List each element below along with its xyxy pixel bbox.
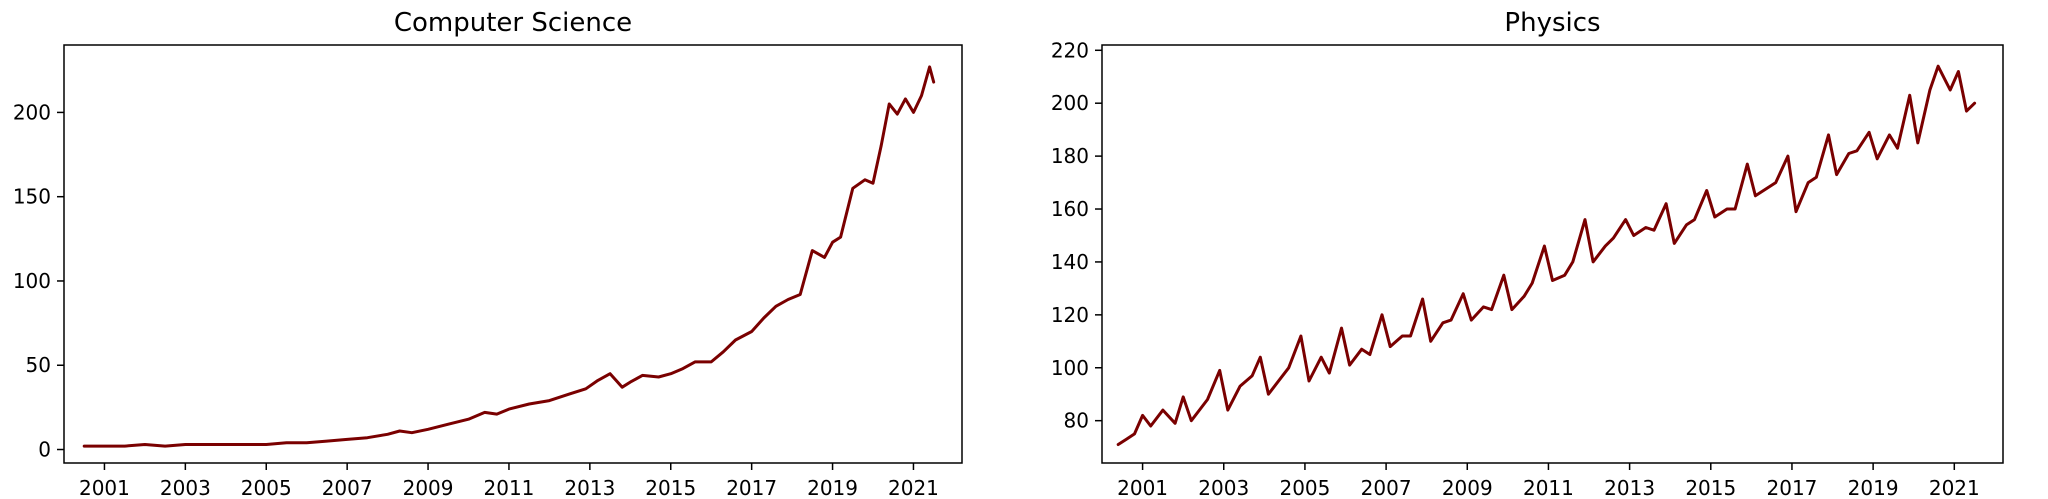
y-tick-label: 80 [1064,409,1089,433]
y-tick-label: 150 [13,185,51,209]
chart-panel-physics: Physics 2001 2003 2005 2007 2009 2011 2013 2015… [1051,8,2004,499]
x-tick-label: 2021 [888,476,939,499]
y-tick-label: 50 [26,353,51,377]
x-tick-label: 2009 [403,476,454,499]
y-tick-label: 100 [13,269,51,293]
series-line [82,65,936,448]
x-tick-label: 2019 [807,476,858,499]
chart-panel-computer-science: Computer Science 2001 2003 2005 2007 2009 201… [13,8,963,499]
x-tick-label: 2001 [79,476,130,499]
x-tick-label: 2007 [322,476,373,499]
x-tick-label: 2017 [726,476,777,499]
x-tick-label: 2009 [1442,476,1493,499]
series-line [1116,64,1977,446]
chart-title: Computer Science [394,8,632,38]
y-tick-label: 160 [1051,197,1089,221]
x-tick-label: 2013 [1604,476,1655,499]
x-tick-label: 2011 [484,476,535,499]
x-tick-label: 2013 [564,476,615,499]
y-tick-label: 0 [38,438,51,462]
x-tick-label: 2015 [645,476,696,499]
y-tick-label: 140 [1051,250,1089,274]
x-tick-label: 2015 [1685,476,1736,499]
y-tick-label: 100 [1051,356,1089,380]
y-tick-label: 180 [1051,144,1089,168]
x-tick-label: 2007 [1361,476,1412,499]
y-tick-label: 200 [13,100,51,124]
x-tick-label: 2001 [1117,476,1168,499]
x-tick-label: 2003 [160,476,211,499]
x-tick-label: 2017 [1767,476,1818,499]
x-tick-label: 2011 [1523,476,1574,499]
x-tick-label: 2003 [1198,476,1249,499]
y-tick-label: 120 [1051,303,1089,327]
y-tick-label: 200 [1051,91,1089,115]
plot-frame [1101,44,2004,464]
chart-title: Physics [1504,8,1600,38]
y-tick-label: 220 [1051,38,1089,62]
x-tick-label: 2005 [1279,476,1330,499]
x-tick-label: 2005 [241,476,292,499]
x-tick-label: 2019 [1848,476,1899,499]
x-tick-label: 2021 [1929,476,1980,499]
plot-frame [63,44,963,464]
